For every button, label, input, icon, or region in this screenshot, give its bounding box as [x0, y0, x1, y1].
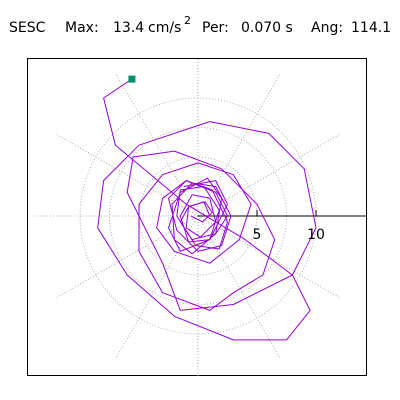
plot-header: SESC Max: 13.4 cm/s 2 Per: 0.070 s Ang: … [9, 14, 394, 36]
ang-value: 114.1 [351, 20, 392, 36]
max-label: Max: [65, 20, 99, 36]
station-code: SESC [9, 20, 46, 36]
axis-tick-label: 10 [307, 227, 325, 243]
grid-spoke [115, 72, 199, 217]
grid-spoke [197, 133, 342, 217]
max-unit-exponent: 2 [184, 14, 191, 27]
motion-trace [97, 78, 317, 341]
per-label: Per: [202, 20, 229, 36]
max-value: 13.4 [113, 20, 145, 36]
start-point-marker [128, 75, 136, 83]
radial-axis [198, 210, 366, 217]
trace-series-2 [168, 177, 232, 255]
max-unit: cm/s [148, 20, 182, 36]
axis-tick-label: 5 [253, 227, 262, 243]
ang-label: Ang: [311, 20, 344, 36]
axis-tick-labels: 5 10 [253, 227, 325, 243]
grid-spoke [197, 72, 281, 217]
plot-frame [27, 58, 367, 376]
per-value: 0.070 s [241, 20, 293, 36]
start-marker-group [128, 75, 136, 83]
trace-series-1 [97, 78, 317, 341]
grid-spoke [197, 215, 281, 360]
grid-spoke [115, 215, 199, 360]
grid-spoke [197, 215, 342, 299]
